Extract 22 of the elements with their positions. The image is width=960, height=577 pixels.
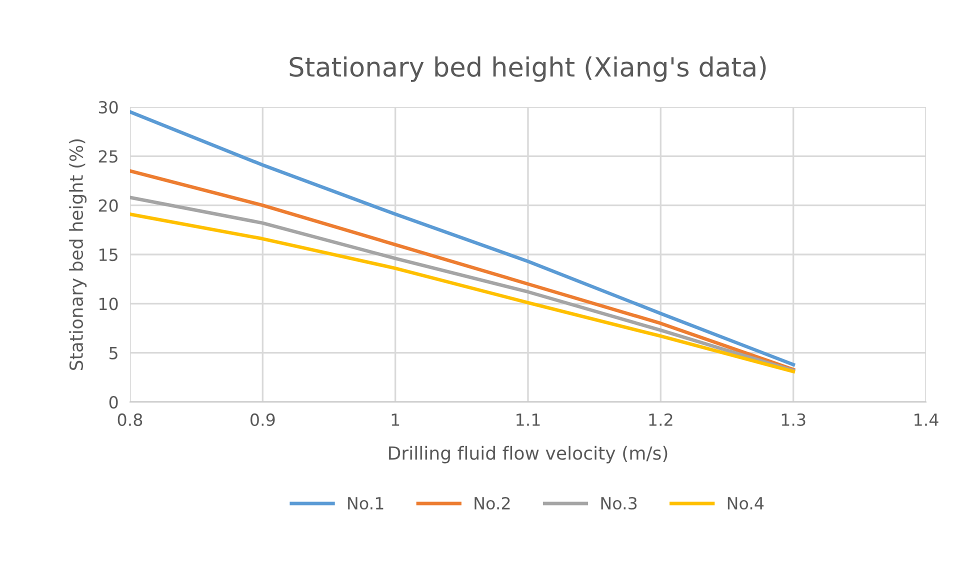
x-tick-label: 0.9 (250, 413, 275, 426)
x-tick-label: 1.1 (516, 414, 540, 426)
legend-label: No.3 (601, 496, 637, 510)
y-tick-label: 10 (100, 298, 118, 310)
line-series (130, 110, 796, 366)
x-tick-label: 1 (392, 414, 400, 426)
y-axis-title: Stationary bed height (%) (69, 139, 87, 370)
x-axis-title: Drilling fluid flow velocity (m/s) (389, 446, 668, 464)
y-tick-label: 30 (98, 100, 118, 114)
y-tick-label: 5 (110, 347, 118, 360)
legend-label: No.1 (348, 497, 384, 510)
chart-title: Stationary bed height (Xiang's data) (290, 56, 766, 82)
y-tick-label: 0 (109, 396, 118, 409)
x-tick-label: 1.2 (649, 413, 672, 426)
x-tick-label: 0.8 (118, 413, 142, 426)
x-tick-label: 1.4 (914, 414, 938, 426)
y-tick-label: 25 (98, 150, 118, 163)
legend-label: No.2 (474, 496, 510, 510)
y-tick-label: 15 (100, 248, 118, 262)
y-tick-label: 20 (98, 199, 118, 212)
legend-label: No.4 (728, 497, 764, 510)
x-tick-label: 1.3 (782, 413, 806, 426)
